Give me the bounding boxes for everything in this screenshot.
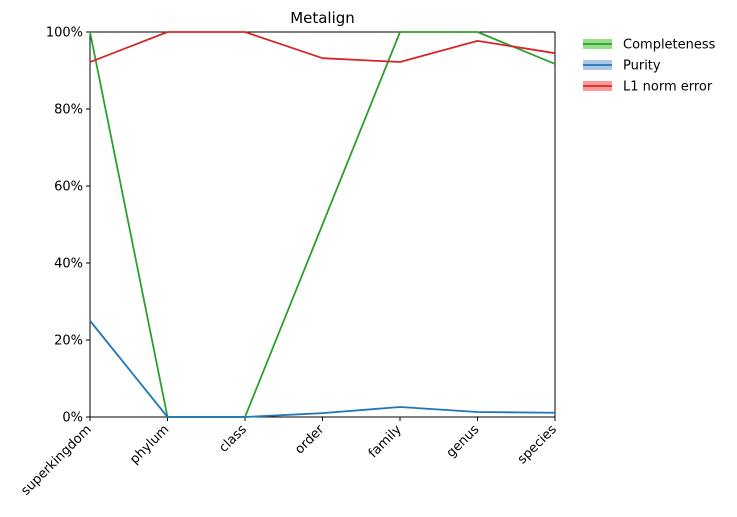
y-tick-label: 100% [46, 26, 83, 41]
x-tick-label: family [366, 422, 405, 461]
series-line-completeness [89, 31, 556, 418]
legend-label-purity: Purity [623, 59, 661, 74]
y-tick-label: 40% [54, 257, 83, 272]
x-tick-label: class [216, 422, 250, 456]
chart-title: Metalign [290, 9, 355, 27]
series-line-purity [89, 320, 556, 418]
y-tick-label: 20% [54, 334, 83, 349]
y-tick-label: 60% [54, 180, 83, 195]
y-tick-label: 80% [54, 103, 83, 118]
y-tick-label: 0% [62, 411, 83, 426]
x-tick-label: superkingdom [18, 422, 94, 498]
x-tick-label: phylum [127, 422, 172, 467]
legend-label-completeness: Completeness [623, 38, 716, 53]
y-axis: 0% 20% 40% 60% 80% 100% [46, 26, 90, 426]
series-layer [89, 31, 556, 418]
series-line-l1-norm-error [89, 31, 556, 63]
x-tick-label: genus [444, 422, 483, 461]
legend: Completeness Purity L1 norm error [583, 38, 716, 95]
x-tick-label: species [515, 422, 560, 467]
x-tick-label: order [292, 422, 328, 458]
legend-label-l1-norm-error: L1 norm error [623, 80, 713, 95]
x-axis: superkingdom phylum class order family genus s… [18, 417, 560, 499]
